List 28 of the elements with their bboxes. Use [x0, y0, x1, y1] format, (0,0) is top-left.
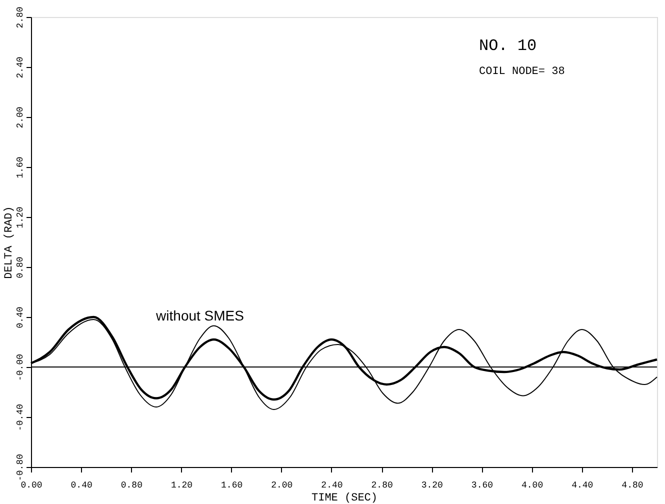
x-tick-label: 0.00 — [20, 480, 42, 490]
y-tick-label: 2.40 — [16, 56, 26, 78]
y-tick-label: 2.00 — [16, 106, 26, 128]
y-tick-label: 1.20 — [16, 206, 26, 228]
series-label: without SMES — [155, 307, 244, 324]
x-tick-label: 3.20 — [421, 480, 443, 490]
y-axis-title: DELTA (RAD) — [4, 206, 16, 279]
x-tick-label: 4.80 — [622, 480, 644, 490]
x-tick-label: 0.40 — [70, 480, 92, 490]
annotation: COIL NODE= 38 — [479, 66, 565, 78]
y-tick-label: 1.60 — [16, 156, 26, 178]
x-tick-label: 2.00 — [271, 480, 293, 490]
x-axis-title: TIME (SEC) — [311, 492, 378, 504]
x-tick-label: 4.00 — [521, 480, 544, 490]
y-tick-label: 0.80 — [16, 256, 26, 278]
x-tick-label: 2.40 — [321, 480, 343, 490]
y-tick-label: -0.00 — [16, 354, 26, 382]
x-tick-label: 4.40 — [572, 480, 594, 490]
annotation: NO. 10 — [479, 37, 537, 55]
x-tick-label: 3.60 — [471, 480, 494, 490]
x-tick-label: 2.80 — [371, 480, 393, 490]
y-tick-label: 2.80 — [16, 6, 26, 28]
y-tick-label: 0.40 — [16, 306, 26, 328]
x-tick-label: 1.20 — [170, 480, 193, 490]
y-tick-label: -0.40 — [16, 404, 26, 432]
x-tick-label: 1.60 — [221, 480, 243, 490]
x-tick-label: 0.80 — [120, 480, 142, 490]
y-tick-label: -0.80 — [16, 454, 26, 482]
